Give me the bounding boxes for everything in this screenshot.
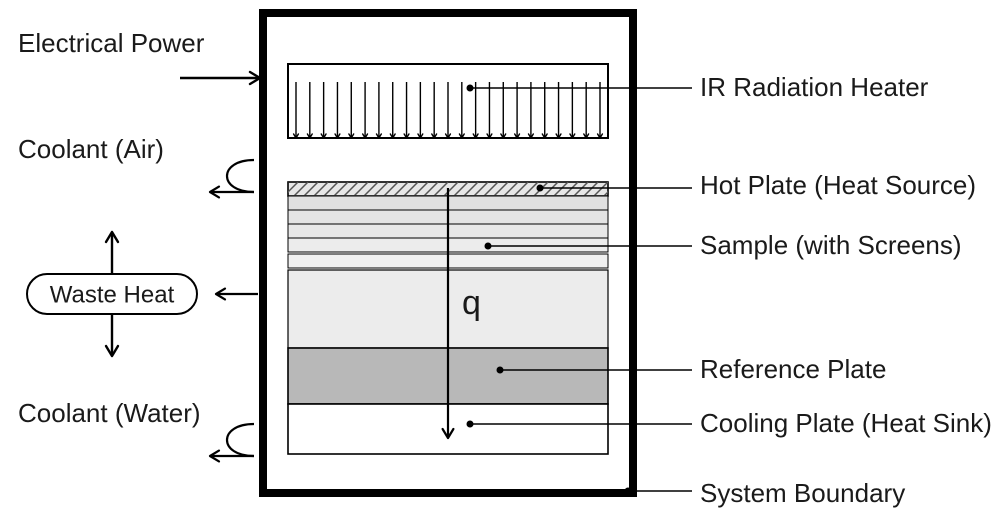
label-waste-heat: Waste Heat — [50, 281, 175, 308]
thermal-measurement-diagram: q IR Radiation Heater Hot Plate (Heat Sour… — [0, 0, 1004, 528]
label-hot-plate: Hot Plate (Heat Source) — [700, 170, 976, 200]
label-coolant-air: Coolant (Air) — [18, 134, 164, 164]
label-electrical-power: Electrical Power — [18, 28, 205, 58]
coolant-water-arrow — [227, 424, 254, 456]
coolant-air-arrow — [227, 160, 254, 192]
label-sample: Sample (with Screens) — [700, 230, 962, 260]
label-ir-heater: IR Radiation Heater — [700, 72, 929, 102]
label-cooling: Cooling Plate (Heat Sink) — [700, 408, 992, 438]
label-reference: Reference Plate — [700, 354, 886, 384]
q-label: q — [462, 284, 481, 322]
label-boundary: System Boundary — [700, 478, 905, 508]
label-coolant-water: Coolant (Water) — [18, 398, 201, 428]
